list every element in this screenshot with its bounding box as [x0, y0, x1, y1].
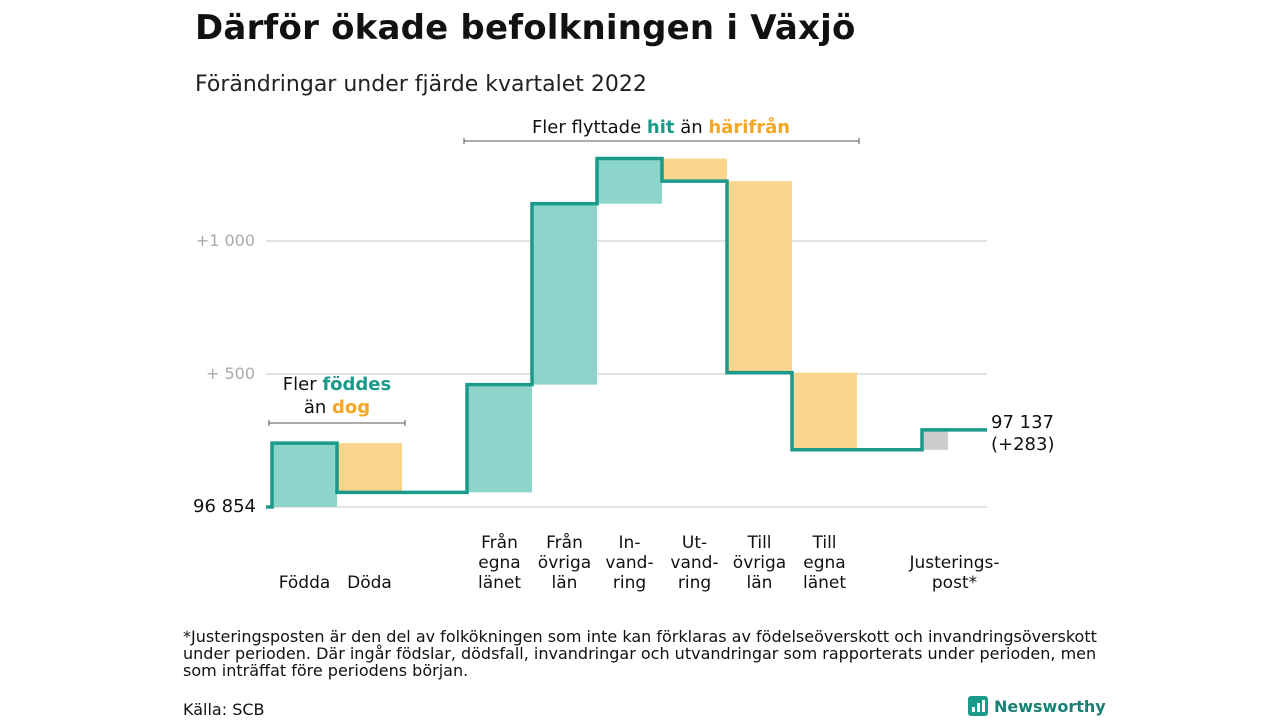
brand-name: Newsworthy	[994, 696, 1106, 716]
x-tick-label: Födda	[279, 573, 331, 593]
x-tick-label: län	[552, 573, 578, 593]
x-tick-label: övriga	[538, 553, 591, 573]
bar-döda	[337, 443, 402, 493]
bar-in-vand-ring	[597, 158, 662, 204]
chart-title: Därför ökade befolkningen i Växjö	[195, 8, 856, 48]
source-note: Källa: SCB	[183, 700, 265, 719]
start-value-label: 96 854	[193, 496, 256, 517]
x-tick-label: In-	[619, 533, 641, 553]
x-tick-label: ring	[678, 573, 711, 593]
x-tick-label: egna	[478, 553, 520, 573]
x-tick-label: övriga	[733, 553, 786, 573]
x-tick-label: Ut-	[682, 533, 707, 553]
x-tick-label: länet	[803, 573, 846, 593]
x-tick-label: Justerings-	[908, 553, 999, 573]
bar-tillövrigalän	[727, 181, 792, 373]
x-tick-label: Från	[546, 532, 583, 553]
x-tick-label: län	[747, 573, 773, 593]
births-annotation-line2: än dog	[304, 397, 370, 418]
x-tick-label: Döda	[347, 573, 392, 593]
bar-frånövrigalän	[532, 203, 597, 385]
bar-justerings-post*	[922, 429, 948, 450]
births-annotation-line1: Fler föddes	[283, 374, 391, 395]
step-line	[266, 156, 987, 509]
x-tick-label: vand-	[605, 553, 653, 573]
newsworthy-icon	[968, 696, 988, 716]
chart-subtitle: Förändringar under fjärde kvartalet 2022	[195, 72, 647, 97]
brand-logo: Newsworthy	[968, 696, 1106, 716]
x-tick-label: ring	[613, 573, 646, 593]
x-tick-label: Från	[481, 532, 518, 553]
migration-annotation: Fler flyttade hit än härifrån	[532, 116, 790, 138]
x-tick-label: länet	[478, 573, 521, 593]
bar-ut-vand-ring	[662, 158, 727, 182]
footnote: *Justeringsposten är den del av folkökni…	[183, 627, 1097, 680]
x-tick-label: vand-	[670, 553, 718, 573]
y-tick-label: +1 000	[196, 231, 255, 250]
y-tick-label: + 500	[206, 364, 255, 383]
x-tick-label: post*	[932, 573, 977, 593]
bar-tillegnalänet	[792, 372, 857, 450]
x-tick-label: Till	[746, 533, 771, 553]
end-change-label: (+283)	[991, 434, 1054, 455]
x-tick-label: egna	[803, 553, 845, 573]
end-value-label: 97 137	[991, 412, 1054, 433]
bar-frånegnalänet	[467, 384, 532, 493]
x-tick-label: Till	[811, 533, 836, 553]
bar-födda	[272, 443, 337, 507]
